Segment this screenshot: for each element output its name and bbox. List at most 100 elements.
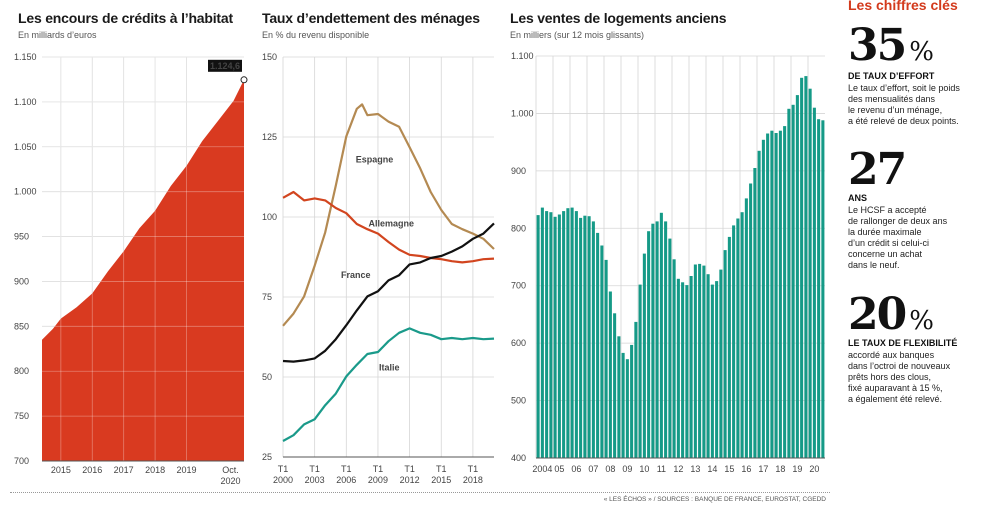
- chart-title: Taux d’endettement des ménages: [262, 10, 480, 26]
- key-figure-text: accordé aux banques dans l’octroi de nou…: [848, 350, 951, 404]
- chart-panel-credits: Les encours de crédits à l’habitat En mi…: [0, 0, 250, 490]
- key-figure-caption: LE TAUX DE FLEXIBILITÉ: [848, 338, 958, 348]
- bar: [651, 223, 655, 458]
- bar: [608, 291, 612, 458]
- bar: [723, 250, 727, 458]
- x-tick-label: 13: [690, 464, 700, 474]
- y-tick-label: 1.050: [14, 142, 37, 152]
- bar: [698, 263, 702, 458]
- x-tick-label: T1 2012: [400, 464, 420, 485]
- bar: [545, 211, 549, 458]
- series-line: [282, 190, 495, 264]
- x-tick-label: 2016: [82, 465, 102, 475]
- bar: [787, 108, 791, 459]
- series-line: [282, 103, 495, 327]
- chart-title: Les ventes de logements anciens: [510, 10, 727, 26]
- sidebar-title: Les chiffres clés: [848, 0, 958, 13]
- x-tick-label: T1 2003: [305, 464, 325, 485]
- x-tick-label: 07: [588, 464, 598, 474]
- x-tick-label: 2017: [114, 465, 134, 475]
- x-tick-label: 05: [554, 464, 564, 474]
- y-tick-label: 125: [262, 132, 277, 142]
- y-tick-label: 1.100: [14, 97, 37, 107]
- x-tick-label: 15: [724, 464, 734, 474]
- x-tick-label: 08: [605, 464, 615, 474]
- x-tick-label: 10: [639, 464, 649, 474]
- bar: [583, 215, 587, 458]
- y-tick-label: 850: [14, 321, 29, 331]
- y-tick-label: 900: [14, 276, 29, 286]
- y-tick-label: 700: [511, 281, 526, 291]
- bar: [672, 259, 676, 458]
- annotation-label: 1.124,6: [210, 61, 240, 71]
- bar: [668, 238, 672, 458]
- y-tick-label: 100: [262, 212, 277, 222]
- y-tick-label: 75: [262, 292, 272, 302]
- x-tick-label: T1 2015: [431, 464, 451, 485]
- chart-title: Les encours de crédits à l’habitat: [18, 10, 233, 26]
- chart-panel-ventes: Les ventes de logements anciens En milli…: [505, 0, 840, 490]
- bar: [812, 107, 816, 458]
- x-tick-label: T1 2000: [273, 464, 293, 485]
- bar: [710, 284, 714, 458]
- y-tick-label: 1.150: [14, 52, 37, 62]
- chart-panel-endettement: Taux d’endettement des ménages En % du r…: [250, 0, 505, 490]
- x-tick-label: 18: [775, 464, 785, 474]
- x-tick-label: 16: [741, 464, 751, 474]
- series-line: [282, 327, 495, 442]
- bar: [770, 130, 774, 458]
- annotation-box: [208, 59, 242, 72]
- y-tick-label: 25: [262, 452, 272, 462]
- bar: [757, 150, 761, 459]
- chart-endettement: 25 50 75 100 125 150 Espagne Allemagne France Ita…: [262, 52, 495, 485]
- bar: [621, 352, 625, 458]
- bar: [630, 344, 634, 458]
- x-tick-label: 14: [707, 464, 717, 474]
- bar: [596, 232, 600, 458]
- x-tick-label: 09: [622, 464, 632, 474]
- y-tick-label: 700: [14, 456, 29, 466]
- key-figure-caption: ANS: [848, 193, 868, 203]
- bar: [761, 139, 765, 459]
- bar: [821, 120, 825, 459]
- bar: [553, 216, 557, 458]
- key-figure-number: 35%: [848, 24, 934, 68]
- bar: [689, 276, 693, 458]
- bar: [634, 321, 638, 458]
- bar: [719, 269, 723, 458]
- bar: [681, 282, 685, 458]
- bar: [753, 168, 757, 458]
- x-tick-label: 19: [792, 464, 802, 474]
- bar: [613, 313, 617, 458]
- bar: [579, 217, 583, 458]
- y-tick-label: 750: [14, 411, 29, 421]
- chart-ventes: 400 500 600 700 800 900 1.000 1.100 2004 05 06 07 08…: [511, 51, 825, 474]
- bar: [676, 278, 680, 458]
- series-label: Italie: [379, 363, 400, 373]
- bar: [808, 88, 812, 458]
- bar: [566, 208, 570, 458]
- bar: [727, 236, 731, 458]
- bar: [732, 225, 736, 458]
- bar: [749, 183, 753, 458]
- y-tick-label: 500: [511, 396, 526, 406]
- bar: [791, 104, 795, 459]
- x-tick-label: 2018: [145, 465, 165, 475]
- bar: [638, 284, 642, 458]
- area-series: [42, 79, 244, 462]
- bar: [817, 119, 821, 458]
- x-tick-label: 06: [571, 464, 581, 474]
- footer-divider: [10, 492, 830, 493]
- key-figure-number: 20%: [848, 293, 934, 337]
- x-tick-label: 2004: [532, 464, 552, 474]
- key-figure-value: 20: [848, 289, 907, 340]
- x-tick-label: 17: [758, 464, 768, 474]
- bar: [804, 76, 808, 458]
- series-label: France: [341, 270, 371, 280]
- bar: [655, 221, 659, 458]
- chart-credits: 700 750 800 850 900 950 1.000 1.050 1.100 1.150 1.…: [14, 52, 248, 486]
- bar: [587, 216, 591, 458]
- bar: [664, 221, 668, 458]
- bar: [549, 212, 553, 458]
- source-note: « LES ÉCHOS » / SOURCES : BANQUE DE FRAN…: [603, 496, 826, 503]
